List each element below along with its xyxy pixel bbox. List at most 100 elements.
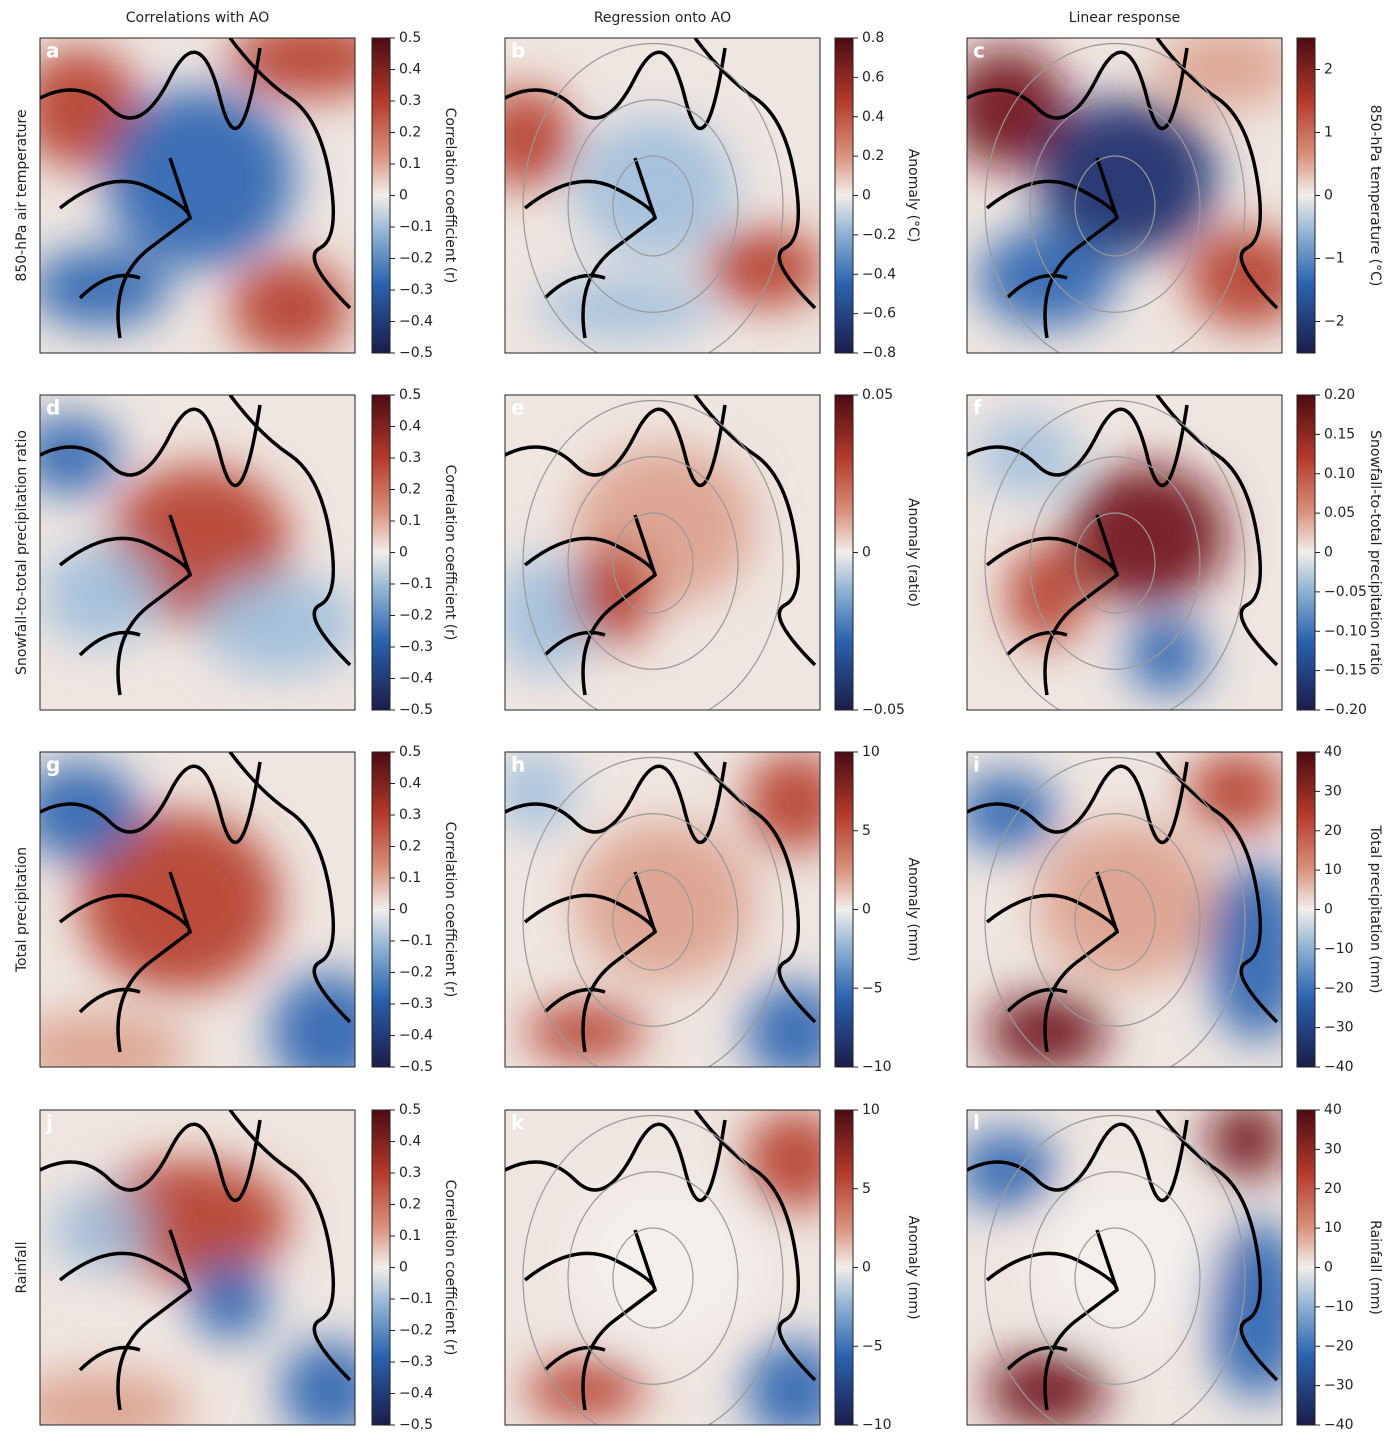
colorbar-tick-label: 0.1 [399, 513, 421, 529]
map [495, 752, 845, 1083]
colorbar-label: Snowfall-to-total precipitation ratio [1367, 430, 1383, 675]
colorbar-tick-label: −20 [1324, 980, 1354, 996]
panel-letter: e [511, 396, 525, 420]
colorbar-tick-label: −0.1 [399, 576, 433, 592]
colorbar-label: Anomaly (ratio) [905, 498, 921, 607]
colorbar-tick-label: 40 [1324, 1102, 1342, 1118]
colorbar-tick-label: 0 [1324, 545, 1333, 561]
field-blob [575, 1180, 755, 1340]
panel-letter: b [511, 39, 525, 63]
field-blob [20, 762, 140, 862]
colorbar-tick-label: 0.20 [1324, 387, 1355, 403]
field-blob [1037, 822, 1217, 982]
colorbar-label: Total precipitation (mm) [1367, 825, 1383, 994]
colorbar-tick-label: 0 [862, 545, 871, 561]
row-label: Total precipitation [14, 847, 30, 973]
field-blob [575, 118, 735, 258]
colorbar-tick-label: −0.3 [399, 639, 433, 655]
colorbar-tick-label: −40 [1324, 1417, 1354, 1433]
field-blob [1187, 228, 1307, 328]
colorbar-tick-label: 5 [862, 823, 871, 839]
colorbar-tick-label: 0.3 [399, 1165, 421, 1181]
colorbar-tick-label: −0.1 [399, 1291, 433, 1307]
colorbar-tick-label: 0.1 [399, 870, 421, 886]
colorbar-tick-label: −0.6 [862, 306, 896, 322]
figure: Correlations with AORegression onto AOLi… [0, 0, 1398, 1443]
colorbar-tick-label: 0 [399, 1260, 408, 1276]
colorbar-tick-label: −0.05 [1324, 584, 1367, 600]
panel-letter: f [973, 396, 982, 420]
colorbar-tick-label: 0.3 [399, 450, 421, 466]
colorbar-tick-label: 0 [399, 545, 408, 561]
colorbar-tick-label: 0.05 [862, 387, 893, 403]
map [947, 28, 1307, 369]
colorbar [1297, 395, 1315, 710]
field-blob [475, 88, 575, 188]
colorbar-tick-label: 0.4 [399, 419, 421, 435]
panel-letter: c [973, 39, 985, 63]
field-blob [957, 772, 1057, 852]
colorbar-tick-label: −0.4 [399, 314, 433, 330]
colorbar [835, 38, 853, 353]
colorbar-tick-label: 0 [1324, 188, 1333, 204]
colorbar [372, 395, 390, 710]
colorbar-tick-label: −30 [1324, 1378, 1354, 1394]
column-title: Regression onto AO [594, 10, 731, 26]
colorbar-tick-label: −0.20 [1324, 702, 1367, 718]
field-blob [1127, 615, 1207, 695]
colorbar-tick-label: 0.5 [399, 30, 421, 46]
panel-letter: j [45, 1111, 53, 1135]
colorbar-tick-label: 0.5 [399, 387, 421, 403]
map [495, 395, 820, 726]
colorbar-label: Anomaly (mm) [905, 1215, 921, 1319]
colorbar-tick-label: 0.1 [399, 1228, 421, 1244]
colorbar-tick-label: 0.4 [862, 109, 884, 125]
colorbar-tick-label: 0.3 [399, 93, 421, 109]
field-blob [1187, 752, 1287, 832]
colorbar-tick-label: 10 [862, 1102, 880, 1118]
colorbar-tick-label: −10 [1324, 941, 1354, 957]
colorbar-tick-label: −20 [1324, 1338, 1354, 1354]
panel-letter: a [46, 39, 60, 63]
row-label: Rainfall [14, 1241, 30, 1293]
colorbar-tick-label: −0.2 [399, 608, 433, 624]
panel-letter: d [46, 396, 60, 420]
colorbar [1297, 38, 1315, 353]
colorbar-tick-label: −0.10 [1324, 623, 1367, 639]
colorbar-tick-label: −0.3 [399, 282, 433, 298]
colorbar-tick-label: −0.4 [399, 671, 433, 687]
colorbar-tick-label: −0.2 [399, 965, 433, 981]
colorbar-tick-label: 30 [1324, 1141, 1342, 1157]
colorbar-tick-label: 10 [1324, 862, 1342, 878]
map [967, 395, 1282, 726]
field-blob [1037, 1180, 1217, 1340]
panel-letter: h [511, 753, 525, 777]
field-blob [575, 822, 755, 982]
colorbar-tick-label: 0 [862, 1260, 871, 1276]
colorbar-tick-label: 0.6 [862, 69, 884, 85]
field-blob [230, 258, 350, 358]
field-blob [30, 248, 170, 328]
map [10, 752, 390, 1092]
field-blob [1207, 1100, 1287, 1180]
colorbar [835, 395, 853, 710]
panel-letter: l [973, 1111, 980, 1135]
panel-letter: k [511, 1111, 525, 1135]
colorbar-tick-label: 0.2 [399, 125, 421, 141]
colorbar-tick-label: −0.3 [399, 1354, 433, 1370]
colorbar-tick-label: −0.1 [399, 933, 433, 949]
field-blob [705, 228, 825, 308]
colorbar-tick-label: −0.4 [862, 266, 896, 282]
colorbar-tick-label: 0 [399, 188, 408, 204]
colorbar-tick-label: 20 [1324, 1181, 1342, 1197]
colorbar-label: Rainfall (mm) [1367, 1220, 1383, 1315]
colorbar-tick-label: 0 [1324, 1260, 1333, 1276]
colorbar-tick-label: −5 [862, 980, 883, 996]
map [20, 18, 390, 358]
panel-letter: i [973, 753, 980, 777]
colorbar-tick-label: 0.10 [1324, 466, 1355, 482]
colorbar-tick-label: −0.2 [399, 1323, 433, 1339]
colorbar-tick-label: −0.1 [399, 219, 433, 235]
map [20, 395, 360, 710]
colorbar-tick-label: 40 [1324, 744, 1342, 760]
